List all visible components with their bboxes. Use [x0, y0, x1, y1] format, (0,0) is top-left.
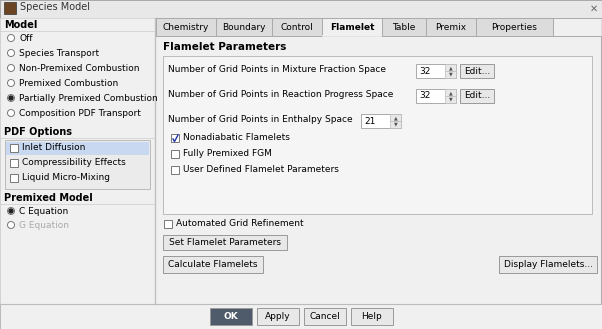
- Text: Model: Model: [4, 20, 37, 30]
- Text: G Equation: G Equation: [19, 221, 69, 230]
- Text: Automated Grid Refinement: Automated Grid Refinement: [176, 219, 303, 228]
- Text: Cancel: Cancel: [309, 312, 340, 321]
- Circle shape: [7, 221, 14, 229]
- Bar: [460, 64, 494, 78]
- Text: PDF Options: PDF Options: [4, 127, 72, 137]
- Text: Calculate Flamelets: Calculate Flamelets: [168, 260, 258, 269]
- Text: Apply: Apply: [265, 312, 290, 321]
- Bar: [10, 174, 18, 182]
- Bar: [416, 89, 456, 103]
- Bar: [390, 121, 401, 128]
- Text: Premixed Model: Premixed Model: [4, 193, 93, 203]
- Text: 32: 32: [419, 91, 430, 100]
- Bar: [476, 18, 553, 36]
- Bar: [499, 256, 597, 273]
- Bar: [460, 89, 494, 103]
- Bar: [445, 71, 456, 78]
- Text: Partially Premixed Combustion: Partially Premixed Combustion: [19, 94, 158, 103]
- Bar: [416, 64, 456, 78]
- Text: Species Transport: Species Transport: [19, 49, 99, 58]
- Text: Control: Control: [281, 22, 314, 32]
- Text: Premixed Combustion: Premixed Combustion: [19, 79, 118, 88]
- Bar: [426, 18, 476, 36]
- Text: Composition PDF Transport: Composition PDF Transport: [19, 109, 141, 118]
- Text: ▲: ▲: [448, 65, 452, 70]
- Bar: [163, 56, 592, 214]
- Text: Number of Grid Points in Mixture Fraction Space: Number of Grid Points in Mixture Fractio…: [168, 65, 386, 74]
- Text: Flamelet: Flamelet: [330, 22, 374, 32]
- Bar: [164, 220, 172, 228]
- Bar: [6, 142, 149, 155]
- Circle shape: [7, 80, 14, 87]
- Bar: [156, 18, 216, 36]
- Text: Help: Help: [361, 312, 382, 321]
- Bar: [171, 150, 179, 158]
- Bar: [216, 18, 272, 36]
- Text: Flamelet Parameters: Flamelet Parameters: [163, 42, 287, 52]
- Text: ▲: ▲: [448, 90, 452, 95]
- Text: Edit...: Edit...: [464, 66, 490, 75]
- Text: 21: 21: [364, 116, 376, 125]
- Circle shape: [7, 208, 14, 215]
- Bar: [155, 36, 601, 304]
- Bar: [361, 114, 401, 128]
- Text: Edit...: Edit...: [464, 91, 490, 100]
- Bar: [272, 18, 322, 36]
- Text: ▼: ▼: [448, 96, 452, 102]
- Text: ▼: ▼: [448, 71, 452, 77]
- Bar: [445, 64, 456, 71]
- Text: C Equation: C Equation: [19, 207, 68, 216]
- Text: 32: 32: [419, 66, 430, 75]
- Circle shape: [9, 209, 13, 213]
- Text: Inlet Diffusion: Inlet Diffusion: [22, 143, 85, 152]
- Bar: [4, 2, 16, 14]
- Text: OK: OK: [223, 312, 238, 321]
- Text: ▲: ▲: [394, 115, 397, 120]
- Bar: [10, 159, 18, 167]
- Text: User Defined Flamelet Parameters: User Defined Flamelet Parameters: [183, 165, 339, 174]
- Bar: [171, 134, 179, 142]
- Text: Boundary: Boundary: [222, 22, 265, 32]
- Bar: [0, 18, 155, 329]
- Text: Off: Off: [19, 34, 33, 43]
- Circle shape: [9, 96, 13, 100]
- Bar: [209, 308, 252, 325]
- Circle shape: [7, 35, 14, 41]
- Text: Number of Grid Points in Enthalpy Space: Number of Grid Points in Enthalpy Space: [168, 115, 353, 124]
- Bar: [163, 235, 287, 250]
- Text: Liquid Micro-Mixing: Liquid Micro-Mixing: [22, 173, 110, 182]
- Bar: [5, 140, 150, 189]
- Bar: [382, 18, 426, 36]
- Bar: [171, 166, 179, 174]
- Circle shape: [7, 49, 14, 57]
- Bar: [303, 308, 346, 325]
- Bar: [256, 308, 299, 325]
- Text: Fully Premixed FGM: Fully Premixed FGM: [183, 149, 272, 158]
- Text: Compressibility Effects: Compressibility Effects: [22, 158, 126, 167]
- Text: Non-Premixed Combustion: Non-Premixed Combustion: [19, 64, 140, 73]
- Bar: [0, 0, 602, 18]
- Text: Nonadiabatic Flamelets: Nonadiabatic Flamelets: [183, 133, 290, 142]
- Text: Properties: Properties: [492, 22, 538, 32]
- Circle shape: [7, 94, 14, 102]
- Text: Premix: Premix: [435, 22, 467, 32]
- Circle shape: [7, 110, 14, 116]
- Bar: [163, 256, 263, 273]
- Bar: [445, 96, 456, 103]
- Bar: [0, 304, 602, 329]
- Text: ✕: ✕: [590, 4, 598, 14]
- Bar: [350, 308, 393, 325]
- Text: Table: Table: [393, 22, 416, 32]
- Text: Species Model: Species Model: [20, 2, 90, 12]
- Text: Set Flamelet Parameters: Set Flamelet Parameters: [169, 238, 281, 247]
- Text: Chemistry: Chemistry: [163, 22, 209, 32]
- Bar: [10, 144, 18, 152]
- Bar: [322, 18, 382, 36]
- Text: Display Flamelets...: Display Flamelets...: [503, 260, 592, 269]
- Bar: [390, 114, 401, 121]
- Text: ▼: ▼: [394, 121, 397, 126]
- Circle shape: [7, 64, 14, 71]
- Bar: [445, 89, 456, 96]
- Text: Number of Grid Points in Reaction Progress Space: Number of Grid Points in Reaction Progre…: [168, 90, 393, 99]
